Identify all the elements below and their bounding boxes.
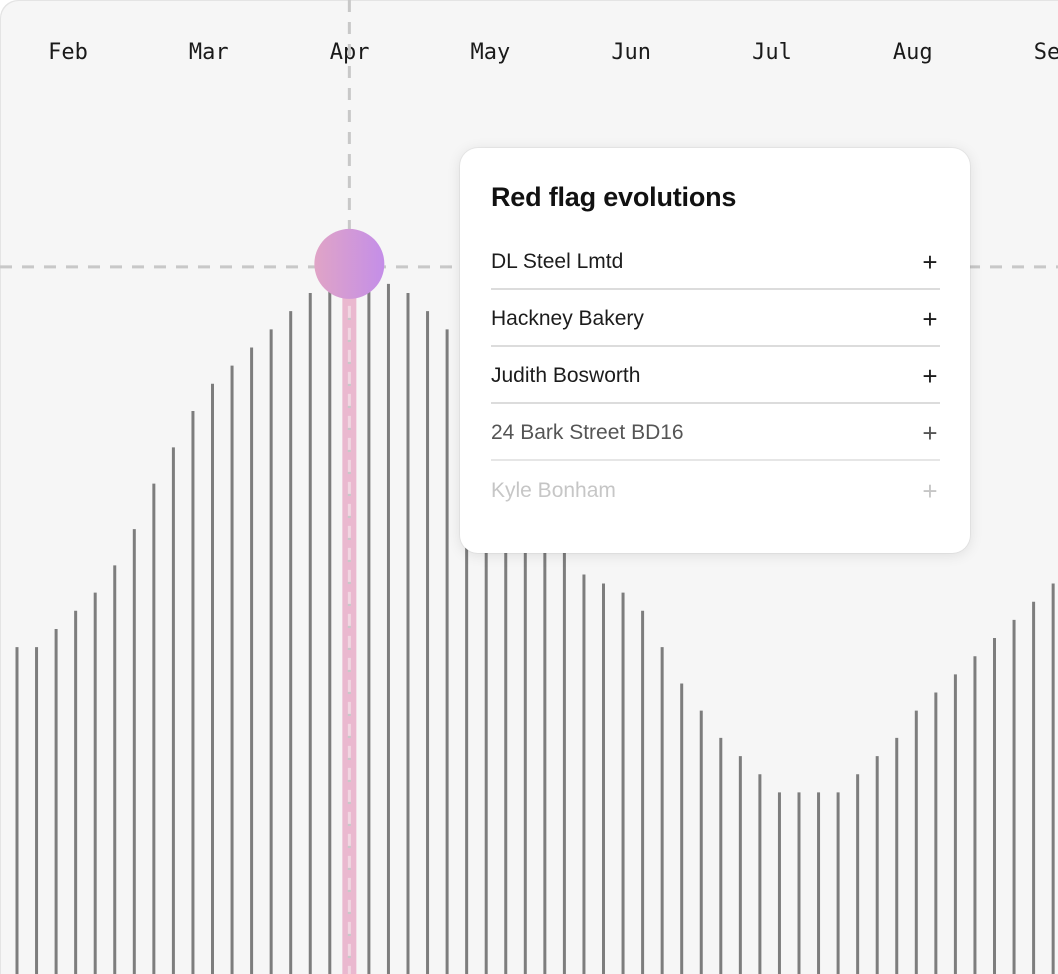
month-label-feb: Feb <box>48 40 88 65</box>
flag-item-label: Kyle Bonham <box>491 478 616 502</box>
plus-icon[interactable]: + <box>922 303 938 334</box>
month-label-aug: Aug <box>892 40 933 65</box>
flag-item-bark-street[interactable]: 24 Bark Street BD16 + <box>491 406 940 461</box>
flag-item-hackney-bakery[interactable]: Hackney Bakery + <box>491 292 940 347</box>
flag-item-label: Judith Bosworth <box>491 363 641 387</box>
plus-icon[interactable]: + <box>922 475 938 506</box>
red-flag-tooltip: Red flag evolutions DL Steel Lmtd + Hack… <box>460 148 970 553</box>
highlight-marker[interactable] <box>314 228 385 299</box>
tooltip-title: Red flag evolutions <box>491 182 737 212</box>
plus-icon[interactable]: + <box>922 417 938 448</box>
flag-item-dl-steel[interactable]: DL Steel Lmtd + <box>491 235 940 290</box>
month-label-may: May <box>470 40 511 65</box>
highlight-band <box>342 283 357 974</box>
flag-item-label: Hackney Bakery <box>491 306 644 330</box>
flag-item-label: DL Steel Lmtd <box>491 249 624 273</box>
flag-item-judith-bosworth[interactable]: Judith Bosworth + <box>491 349 940 404</box>
flag-item-kyle-bonham[interactable]: Kyle Bonham + <box>491 463 940 518</box>
flag-item-label: 24 Bark Street BD16 <box>491 420 684 444</box>
month-label-jun: Jun <box>611 40 652 65</box>
month-label-jul: Jul <box>752 40 792 65</box>
plus-icon[interactable]: + <box>922 246 938 277</box>
month-label-mar: Mar <box>188 40 229 65</box>
plus-icon[interactable]: + <box>922 360 938 391</box>
month-label-sep: Sep <box>1033 40 1058 65</box>
